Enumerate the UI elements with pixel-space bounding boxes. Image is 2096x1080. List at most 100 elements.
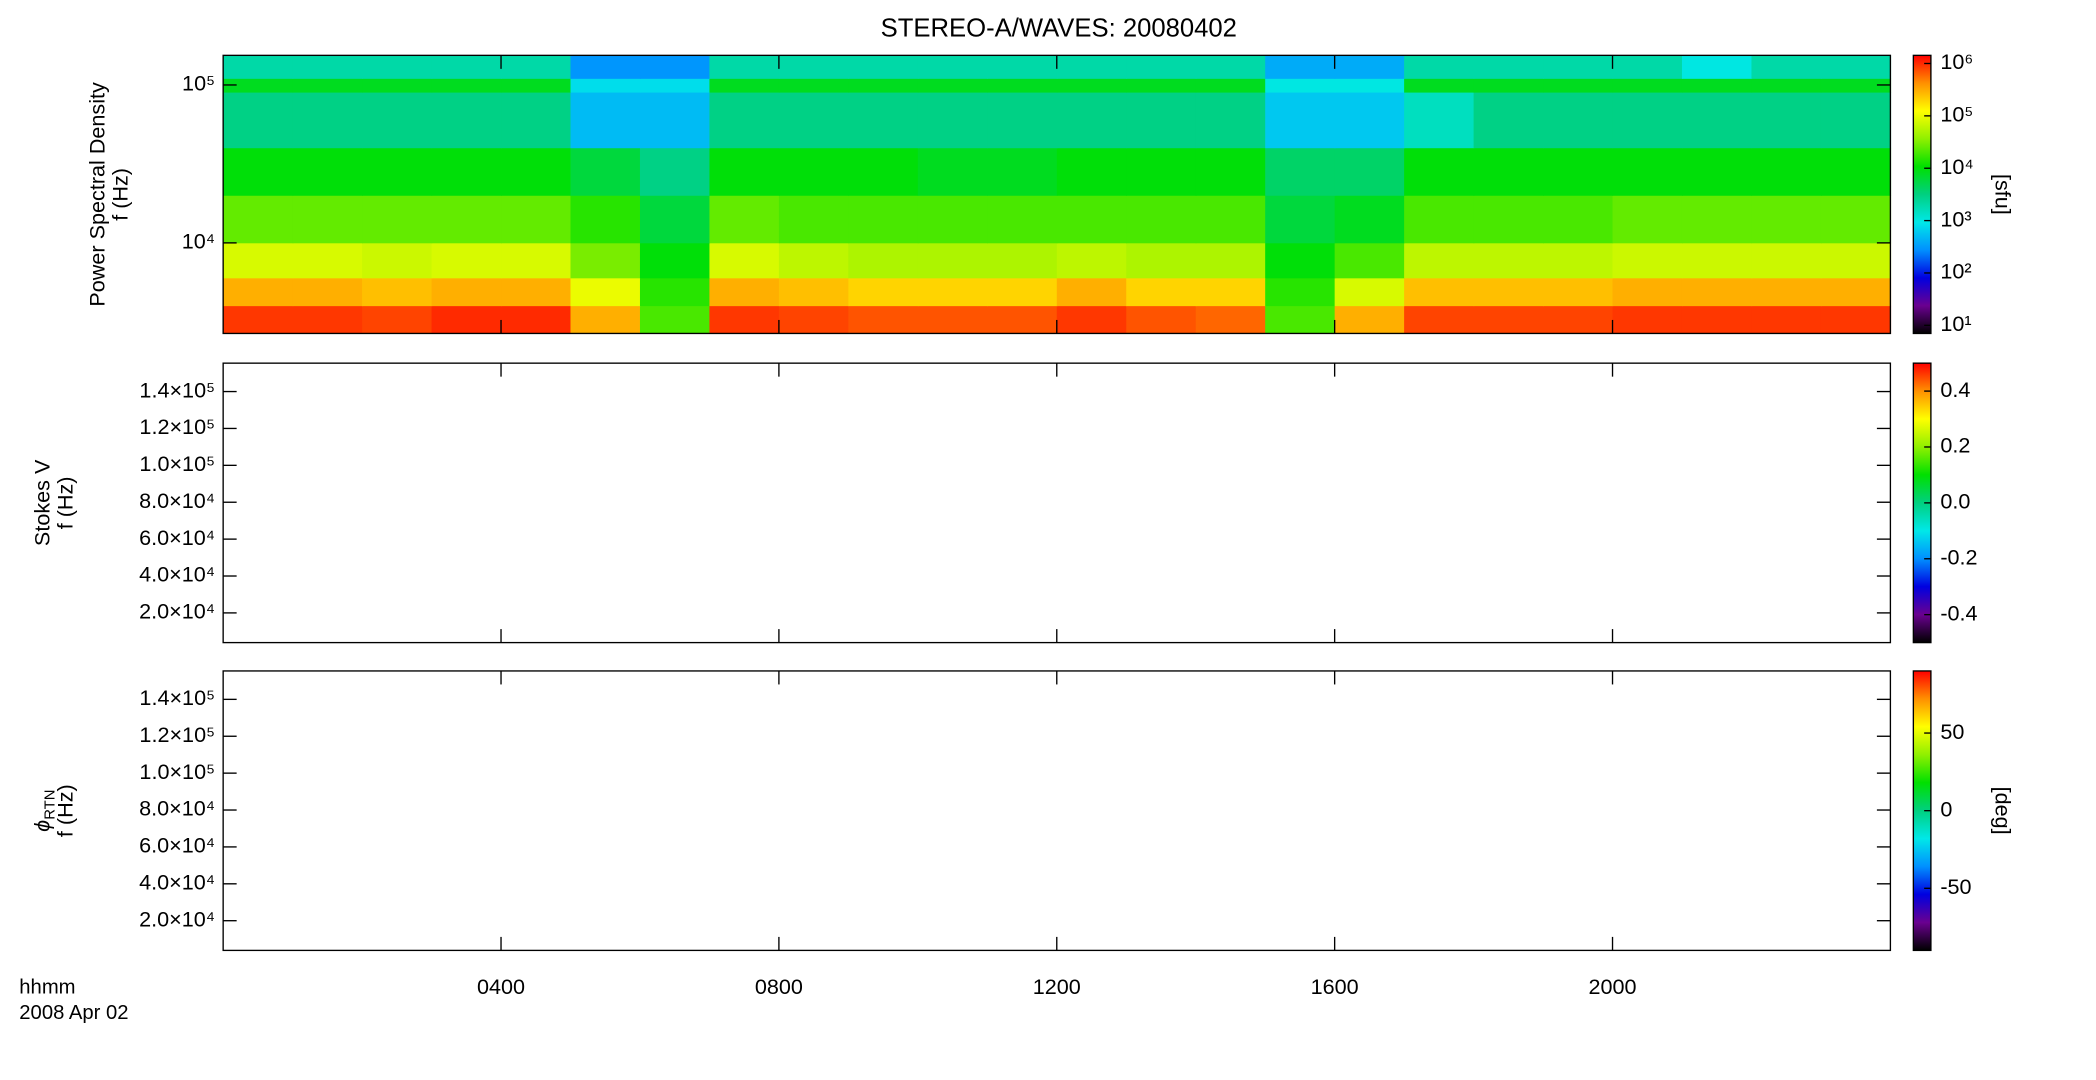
cell (1126, 305, 1197, 334)
cell (848, 92, 919, 149)
y-axis-unit: f (Hz) (108, 168, 133, 221)
cell (1820, 305, 1892, 334)
cell (1612, 277, 1683, 307)
cell (1820, 92, 1892, 149)
y-tick-label: 1.0×10⁵ (139, 451, 215, 476)
cell (431, 195, 502, 244)
cell (987, 242, 1058, 279)
cell (639, 242, 711, 279)
cell (1404, 305, 1475, 334)
cell (709, 277, 780, 307)
cell (917, 55, 988, 79)
x-tick-label: 2000 (1589, 974, 1637, 999)
colorbar-tick-label: 10² (1940, 259, 1971, 284)
cell (639, 78, 711, 93)
cell (570, 195, 641, 244)
cell (362, 147, 433, 196)
cell (1056, 78, 1127, 93)
cell (1751, 78, 1822, 93)
cell (1265, 277, 1336, 307)
cell (223, 242, 294, 279)
cell (987, 277, 1058, 307)
colorbar-tick-label: -0.2 (1940, 544, 1977, 569)
cell (570, 277, 641, 307)
cell (917, 305, 988, 334)
cell (1612, 147, 1683, 196)
colorbar-label: [deg] (1990, 787, 2015, 835)
cell (1681, 55, 1753, 79)
x-tick-label: 1200 (1033, 974, 1081, 999)
colorbar-tick-label: -50 (1940, 874, 1971, 899)
cell (292, 305, 363, 334)
y-tick-label: 4.0×10⁴ (139, 562, 215, 587)
cell (292, 78, 363, 93)
cell (1265, 305, 1336, 334)
cell (1820, 277, 1892, 307)
cell (1473, 305, 1544, 334)
y-tick-label: 1.2×10⁵ (139, 414, 215, 439)
cell (1265, 78, 1336, 93)
cell (1334, 305, 1405, 334)
cell (1195, 147, 1266, 196)
cell (1056, 277, 1127, 307)
cell (431, 147, 502, 196)
cell (1543, 195, 1614, 244)
colorbar-tick-label: 0.4 (1940, 377, 1970, 402)
y-axis-subscript: RTN (42, 790, 58, 820)
cell (1404, 242, 1475, 279)
cell (639, 92, 711, 149)
cell (1820, 195, 1892, 244)
cell (223, 92, 294, 149)
cell (1334, 92, 1405, 149)
y-tick-label: 10⁵ (182, 71, 215, 96)
cell (848, 305, 919, 334)
cell (1056, 242, 1127, 279)
x-tick-label: 0400 (477, 974, 525, 999)
cell (1473, 195, 1544, 244)
cell (1473, 242, 1544, 279)
colorbar-tick-label: 0.0 (1940, 489, 1970, 514)
cell (1543, 305, 1614, 334)
cell (1612, 78, 1683, 93)
cell (1473, 147, 1544, 196)
y-tick-label: 1.0×10⁵ (139, 759, 215, 784)
cell (848, 55, 919, 79)
cell (778, 305, 850, 334)
cell (1681, 277, 1753, 307)
cell (848, 147, 919, 196)
cell (1543, 92, 1614, 149)
cell (1473, 92, 1544, 149)
cell (987, 78, 1058, 93)
cell (362, 78, 433, 93)
cell (1265, 242, 1336, 279)
cell (223, 277, 294, 307)
cell (1056, 92, 1127, 149)
y-tick-label: 8.0×10⁴ (139, 488, 215, 513)
cell (639, 305, 711, 334)
cell (292, 92, 363, 149)
y-tick-label: 2.0×10⁴ (139, 906, 215, 931)
cell (1056, 55, 1127, 79)
cell (431, 305, 502, 334)
cell (778, 277, 850, 307)
cell (431, 55, 502, 79)
x-axis-label: hhmm (19, 977, 75, 999)
cell (1404, 147, 1475, 196)
cell (1195, 277, 1266, 307)
cell (1195, 55, 1266, 79)
cell (1543, 78, 1614, 93)
chart-title: STEREO-A/WAVES: 20080402 (881, 14, 1237, 42)
y-tick-label: 6.0×10⁴ (139, 525, 215, 550)
cell (223, 78, 294, 93)
y-axis-label: Stokes V (29, 459, 54, 546)
cell (1126, 277, 1197, 307)
cell (570, 92, 641, 149)
cell (223, 195, 294, 244)
cell (1612, 92, 1683, 149)
cell (917, 242, 988, 279)
cell (1334, 195, 1405, 244)
plot-frame (222, 670, 1892, 952)
cell (1404, 92, 1475, 149)
cell (292, 195, 363, 244)
